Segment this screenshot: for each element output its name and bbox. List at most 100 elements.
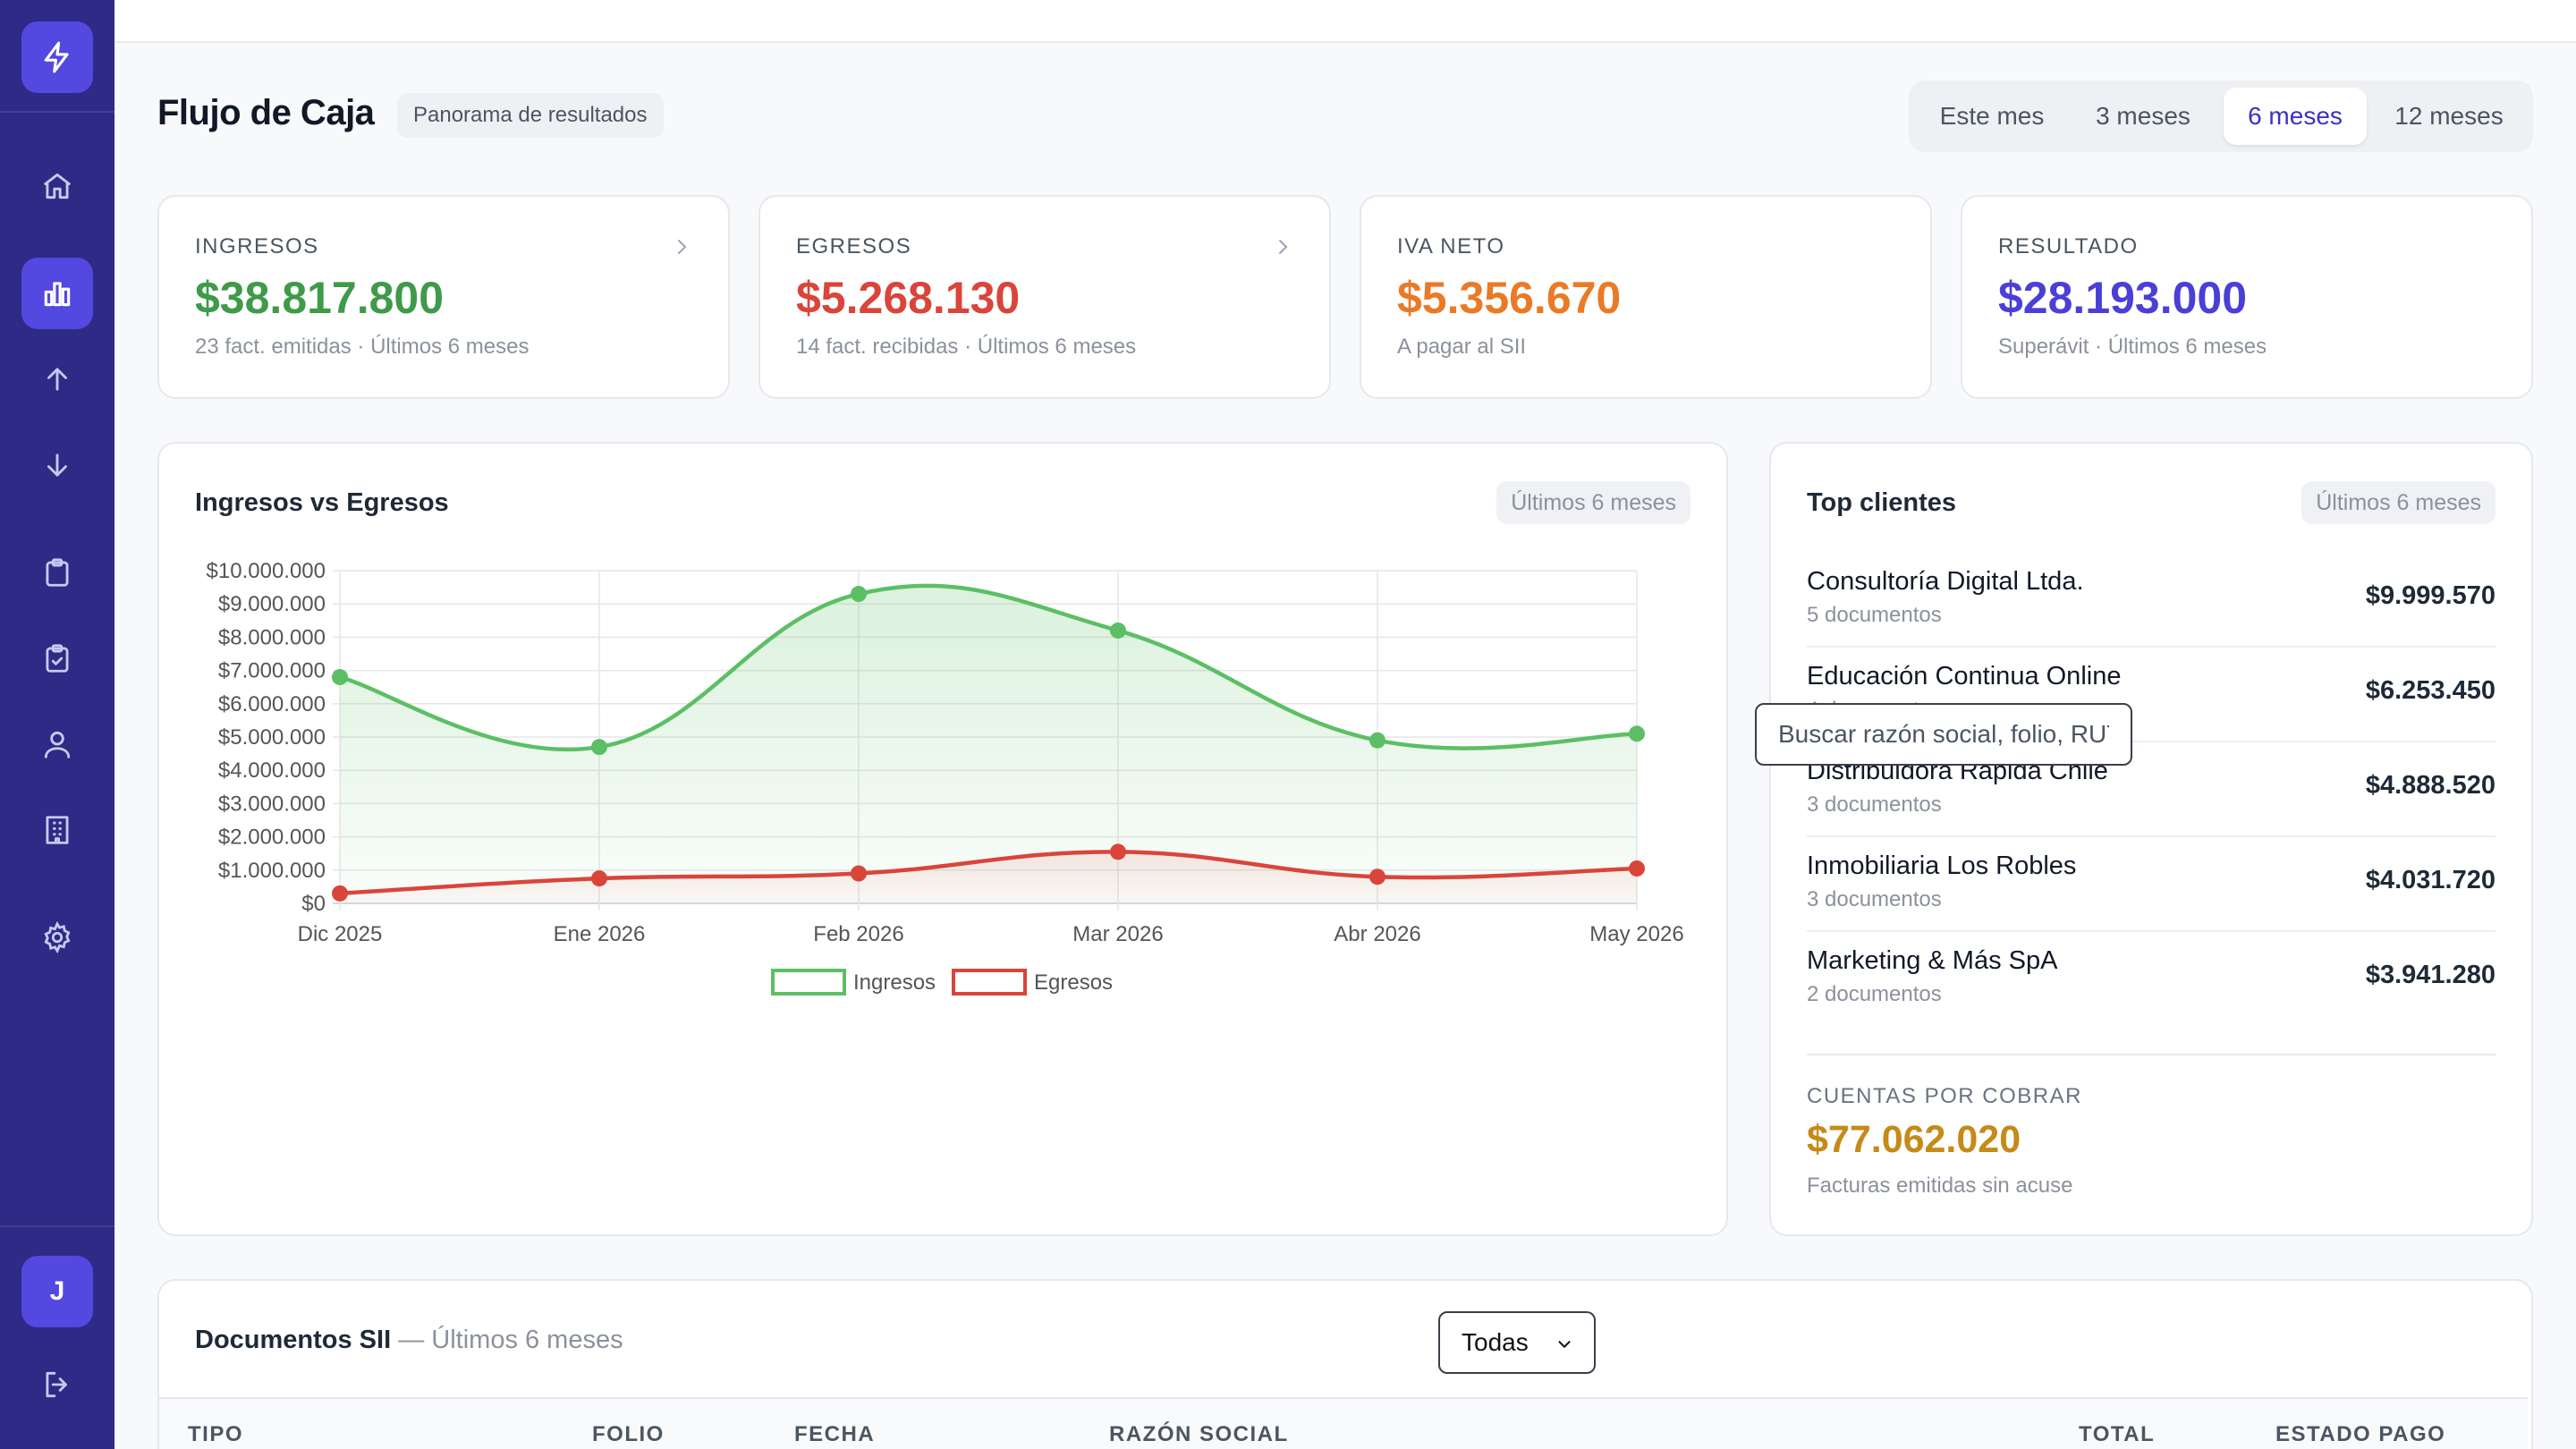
top-clients-title: Top clientes (1807, 488, 1957, 517)
kpi-label: RESULTADO (1998, 234, 2139, 258)
series-line-egresos (339, 850, 1638, 896)
y-tick-label: $5.000.000 (218, 725, 326, 750)
y-tick-label: $8.000.000 (218, 625, 326, 649)
receivables-value: $77.062.020 (1807, 1118, 2021, 1161)
kpi-card-resultado: RESULTADO $28.193.000 Superávit · Último… (1961, 195, 2533, 399)
avatar[interactable]: J (21, 1256, 93, 1327)
logout-icon (46, 1371, 67, 1398)
sidebar-item-expenses[interactable] (21, 429, 93, 501)
sidebar-item-logout[interactable] (21, 1349, 93, 1420)
series-line-ingresos (339, 583, 1638, 752)
y-tick-label: $3.000.000 (218, 792, 326, 816)
kpi-card-egresos[interactable]: EGRESOS $5.268.130 14 fact. recibidas · … (758, 195, 1331, 399)
x-tick-label: Mar 2026 (1072, 922, 1163, 946)
data-point-egresos (1369, 869, 1385, 886)
y-tick-label: $6.000.000 (218, 692, 326, 716)
period-this-month[interactable]: Este mes (1939, 102, 2045, 130)
data-point-ingresos (591, 739, 607, 756)
client-amount: $3.941.280 (2365, 961, 2496, 989)
kpi-label: EGRESOS (796, 234, 912, 258)
sidebar-item-home[interactable] (21, 150, 93, 222)
kpi-value: $5.356.670 (1397, 273, 1622, 323)
home-icon (43, 173, 72, 199)
client-name: Inmobiliaria Los Robles (1807, 852, 2077, 880)
status-filter-select[interactable]: Todas (1438, 1311, 1596, 1374)
client-amount: $4.888.520 (2365, 771, 2496, 800)
y-tick-label: $4.000.000 (218, 758, 326, 783)
x-tick-label: Dic 2025 (298, 922, 383, 946)
data-point-ingresos (1369, 732, 1385, 749)
sidebar-item-cashflow[interactable] (21, 258, 93, 329)
sidebar-item-tasks[interactable] (21, 623, 93, 694)
client-docs: 3 documentos (1807, 792, 1942, 817)
series-area-egresos (340, 852, 1637, 903)
documents-title-main: Documentos SII (195, 1326, 392, 1354)
chevron-right-icon (1279, 240, 1288, 254)
kpi-value: $28.193.000 (1998, 273, 2248, 323)
data-point-egresos (332, 885, 348, 902)
kpi-card-ingresos[interactable]: INGRESOS $38.817.800 23 fact. emitidas ·… (157, 195, 730, 399)
client-amount: $6.253.450 (2365, 676, 2496, 705)
building-icon (46, 816, 69, 844)
sidebar-item-companies[interactable] (21, 794, 93, 866)
y-tick-label: $0 (301, 892, 326, 916)
kpi-subtitle: 23 fact. emitidas · Últimos 6 meses (195, 335, 530, 359)
bolt-icon (44, 41, 69, 73)
title-badge: Panorama de resultados (397, 93, 664, 138)
kpi-subtitle: 14 fact. recibidas · Últimos 6 meses (796, 335, 1137, 359)
chart-title: Ingresos vs Egresos (195, 488, 449, 517)
data-point-ingresos (1110, 622, 1126, 639)
documents-title-period: — Últimos 6 meses (391, 1326, 623, 1354)
sidebar-item-documents[interactable] (21, 537, 93, 608)
sidebar-divider (0, 1225, 114, 1227)
kpi-value: $5.268.130 (796, 273, 1021, 323)
sidebar-item-settings[interactable] (21, 902, 93, 973)
chevron-right-icon (678, 240, 687, 254)
client-name: Consultoría Digital Ltda. (1807, 567, 2084, 596)
y-tick-label: $10.000.000 (207, 559, 326, 583)
kpi-label: IVA NETO (1397, 234, 1505, 258)
documents-search-input[interactable] (1755, 703, 2132, 766)
column-header-folio[interactable]: FOLIO (592, 1422, 665, 1446)
client-row[interactable]: Marketing & Más SpA 2 documentos $3.941.… (1807, 932, 2496, 1027)
period-selector: Este mes 3 meses 6 meses 12 meses (1909, 80, 2533, 152)
kpi-subtitle: A pagar al SII (1397, 335, 1527, 359)
line-chart: $0 $1.000.000 $2.000.000 $3.000.000 $4.000.0… (207, 559, 1684, 996)
status-filter-value: Todas (1462, 1328, 1529, 1356)
column-header-type[interactable]: TIPO (188, 1422, 244, 1446)
client-row[interactable]: Consultoría Digital Ltda. 5 documentos $… (1807, 553, 2496, 648)
user-icon (44, 731, 71, 758)
sidebar-item-income[interactable] (21, 343, 93, 415)
column-header-company[interactable]: RAZÓN SOCIAL (1109, 1422, 1289, 1446)
clipboard-icon (46, 558, 69, 587)
client-name: Educación Continua Online (1807, 662, 2122, 691)
column-header-date[interactable]: FECHA (794, 1422, 876, 1446)
brand-logo[interactable] (21, 21, 93, 93)
arrow-down-icon (47, 453, 67, 477)
top-clients-period-pill: Últimos 6 meses (2301, 481, 2496, 524)
gear-icon (44, 920, 71, 954)
page-title: Flujo de Caja (157, 93, 375, 132)
top-bar (114, 0, 2576, 43)
column-header-total[interactable]: TOTAL (2079, 1422, 2156, 1446)
period-6-months[interactable]: 6 meses (2224, 88, 2367, 145)
chart-panel: Ingresos vs Egresos Últimos 6 meses $0 $1… (157, 442, 1728, 1236)
y-tick-label: $7.000.000 (218, 659, 326, 683)
y-tick-label: $1.000.000 (218, 859, 326, 883)
sidebar: J (0, 0, 114, 1449)
column-header-payment-status[interactable]: ESTADO PAGO (2275, 1422, 2446, 1446)
sidebar-divider (0, 111, 114, 113)
kpi-value: $38.817.800 (195, 273, 445, 323)
data-point-ingresos (332, 669, 348, 686)
y-tick-label: $9.000.000 (218, 592, 326, 616)
data-point-ingresos (851, 586, 867, 603)
data-point-egresos (1629, 860, 1645, 877)
arrow-up-icon (47, 368, 67, 391)
client-row[interactable]: Inmobiliaria Los Robles 3 documentos $4.… (1807, 837, 2496, 932)
sidebar-item-users[interactable] (21, 708, 93, 780)
period-12-months[interactable]: 12 meses (2394, 102, 2504, 130)
client-docs: 2 documentos (1807, 982, 1942, 1006)
series-area-ingresos (340, 585, 1637, 903)
period-3-months[interactable]: 3 meses (2096, 102, 2190, 130)
legend-label-egresos: Egresos (1034, 970, 1113, 995)
